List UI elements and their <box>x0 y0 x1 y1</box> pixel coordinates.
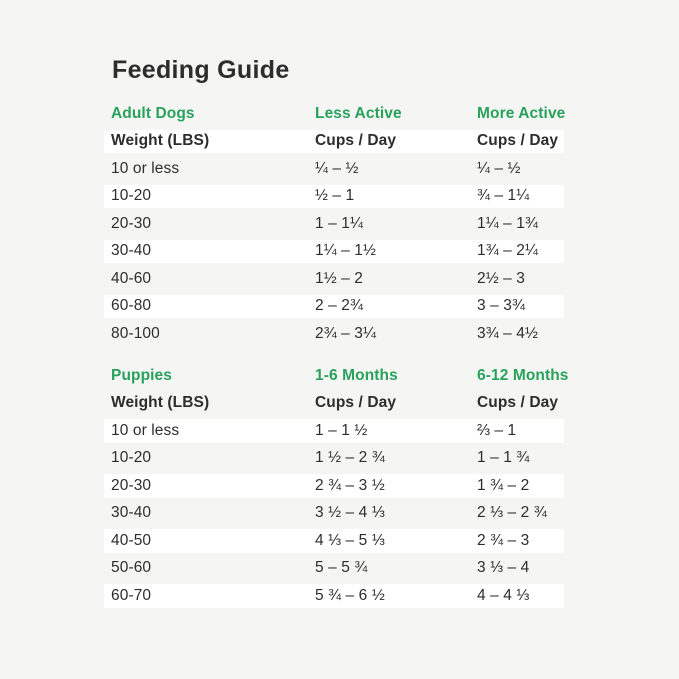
weight-cell: 30-40 <box>111 504 152 522</box>
cups-cell: ⅔ – 1 <box>477 421 517 439</box>
table-row: 80-100 2¾ – 3¼ 3¾ – 4½ <box>104 320 564 348</box>
weight-cell: 20-30 <box>111 476 152 494</box>
cups-cell: ¼ – ½ <box>315 159 359 177</box>
page-title: Feeding Guide <box>112 56 290 84</box>
column-header-weight: Weight (LBS) <box>111 394 210 412</box>
cups-cell: 1½ – 2 <box>315 269 364 287</box>
table-row: 20-30 2 ¾ – 3 ½ 1 ¾ – 2 <box>104 472 564 500</box>
weight-cell: 80-100 <box>111 324 160 342</box>
cups-cell: 3 ½ – 4 ⅓ <box>315 504 385 522</box>
table-row: 40-60 1½ – 2 2½ – 3 <box>104 265 564 293</box>
cups-cell: ¼ – ½ <box>477 159 521 177</box>
section-title-adult-dogs: Adult Dogs <box>111 104 195 122</box>
table-row: 20-30 1 – 1¼ 1¼ – 1¾ <box>104 210 564 238</box>
cups-cell: 3 – 3¾ <box>477 297 526 315</box>
adult-dogs-table: Adult Dogs Less Active More Active Weigh… <box>104 100 566 348</box>
cups-cell: 5 ¾ – 6 ½ <box>315 586 385 604</box>
cups-cell: 2¾ – 3¼ <box>315 324 377 342</box>
cups-cell: 1 – 1¼ <box>315 214 364 232</box>
table-row: 30-40 3 ½ – 4 ⅓ 2 ⅓ – 2 ¾ <box>104 500 564 528</box>
cups-cell: 1 ¾ – 2 <box>477 476 530 494</box>
column-header-cups-day: Cups / Day <box>315 132 397 150</box>
column-header-row: Weight (LBS) Cups / Day Cups / Day <box>104 128 564 156</box>
cups-cell: 1¼ – 1½ <box>315 242 377 260</box>
cups-cell: 1 – 1 ½ <box>315 421 368 439</box>
cups-cell: 5 – 5 ¾ <box>315 559 368 577</box>
group-header-more-active: More Active <box>477 104 566 122</box>
table-row: 60-70 5 ¾ – 6 ½ 4 – 4 ⅓ <box>104 582 564 610</box>
group-header-row: Puppies 1-6 Months 6-12 Months <box>104 362 568 390</box>
cups-cell: 2 ¾ – 3 ½ <box>315 476 385 494</box>
cups-cell: 2 ¾ – 3 <box>477 531 530 549</box>
cups-cell: ¾ – 1¼ <box>477 187 530 205</box>
column-header-row: Weight (LBS) Cups / Day Cups / Day <box>104 390 564 418</box>
cups-cell: 1 – 1 ¾ <box>477 449 530 467</box>
group-header-6-12-months: 6-12 Months <box>477 366 569 384</box>
column-header-cups-day: Cups / Day <box>477 394 559 412</box>
column-header-cups-day: Cups / Day <box>315 394 397 412</box>
table-row: 50-60 5 – 5 ¾ 3 ⅓ – 4 <box>104 555 564 583</box>
weight-cell: 10-20 <box>111 449 152 467</box>
weight-cell: 10 or less <box>111 159 180 177</box>
section-title-puppies: Puppies <box>111 366 172 384</box>
group-header-1-6-months: 1-6 Months <box>315 366 398 384</box>
table-row: 60-80 2 – 2¾ 3 – 3¾ <box>104 293 564 321</box>
group-header-row: Adult Dogs Less Active More Active <box>104 100 566 128</box>
group-header-less-active: Less Active <box>315 104 402 122</box>
cups-cell: 1¾ – 2¼ <box>477 242 539 260</box>
cups-cell: 1 ½ – 2 ¾ <box>315 449 385 467</box>
table-row: 10 or less 1 – 1 ½ ⅔ – 1 <box>104 417 564 445</box>
table-row: 10 or less ¼ – ½ ¼ – ½ <box>104 155 564 183</box>
cups-cell: 2½ – 3 <box>477 269 526 287</box>
weight-cell: 60-80 <box>111 297 152 315</box>
weight-cell: 10 or less <box>111 421 180 439</box>
weight-cell: 10-20 <box>111 187 152 205</box>
weight-cell: 60-70 <box>111 586 152 604</box>
cups-cell: 2 – 2¾ <box>315 297 364 315</box>
cups-cell: 3 ⅓ – 4 <box>477 559 530 577</box>
table-row: 30-40 1¼ – 1½ 1¾ – 2¼ <box>104 238 564 266</box>
cups-cell: 3¾ – 4½ <box>477 324 539 342</box>
column-header-cups-day: Cups / Day <box>477 132 559 150</box>
weight-cell: 20-30 <box>111 214 152 232</box>
column-header-weight: Weight (LBS) <box>111 132 210 150</box>
weight-cell: 30-40 <box>111 242 152 260</box>
cups-cell: 4 – 4 ⅓ <box>477 586 530 604</box>
weight-cell: 50-60 <box>111 559 152 577</box>
table-row: 10-20 1 ½ – 2 ¾ 1 – 1 ¾ <box>104 445 564 473</box>
cups-cell: 2 ⅓ – 2 ¾ <box>477 504 547 522</box>
puppies-table: Puppies 1-6 Months 6-12 Months Weight (L… <box>104 362 568 610</box>
weight-cell: 40-50 <box>111 531 152 549</box>
cups-cell: 4 ⅓ – 5 ⅓ <box>315 531 385 549</box>
cups-cell: ½ – 1 <box>315 187 355 205</box>
table-row: 40-50 4 ⅓ – 5 ⅓ 2 ¾ – 3 <box>104 527 564 555</box>
table-row: 10-20 ½ – 1 ¾ – 1¼ <box>104 183 564 211</box>
weight-cell: 40-60 <box>111 269 152 287</box>
cups-cell: 1¼ – 1¾ <box>477 214 539 232</box>
